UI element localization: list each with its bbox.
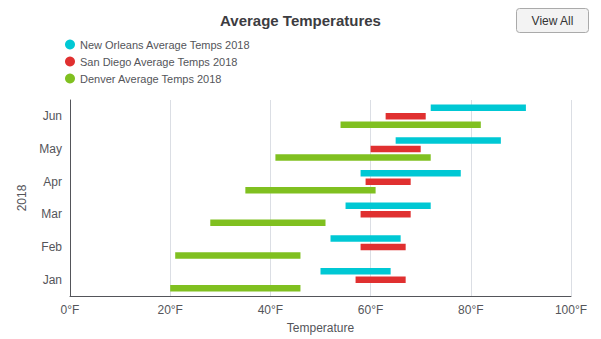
svg-text:Temperature: Temperature	[287, 321, 355, 335]
svg-text:100°F: 100°F	[555, 303, 587, 317]
svg-text:Jun: Jun	[43, 109, 62, 123]
svg-text:20°F: 20°F	[157, 303, 182, 317]
svg-text:0°F: 0°F	[61, 303, 80, 317]
svg-text:Feb: Feb	[41, 240, 62, 254]
svg-text:Mar: Mar	[41, 207, 62, 221]
svg-text:40°F: 40°F	[258, 303, 283, 317]
svg-text:May: May	[39, 142, 62, 156]
svg-text:80°F: 80°F	[458, 303, 483, 317]
svg-text:Denver Average Temps 2018: Denver Average Temps 2018	[80, 73, 221, 85]
svg-text:Average Temperatures: Average Temperatures	[220, 12, 381, 29]
svg-text:View All: View All	[532, 14, 574, 28]
svg-text:Apr: Apr	[43, 175, 62, 189]
svg-text:Jan: Jan	[43, 273, 62, 287]
svg-text:2018: 2018	[15, 184, 29, 211]
svg-text:New Orleans Average Temps 2018: New Orleans Average Temps 2018	[80, 39, 250, 51]
svg-text:San Diego Average Temps 2018: San Diego Average Temps 2018	[80, 56, 237, 68]
svg-text:60°F: 60°F	[358, 303, 383, 317]
